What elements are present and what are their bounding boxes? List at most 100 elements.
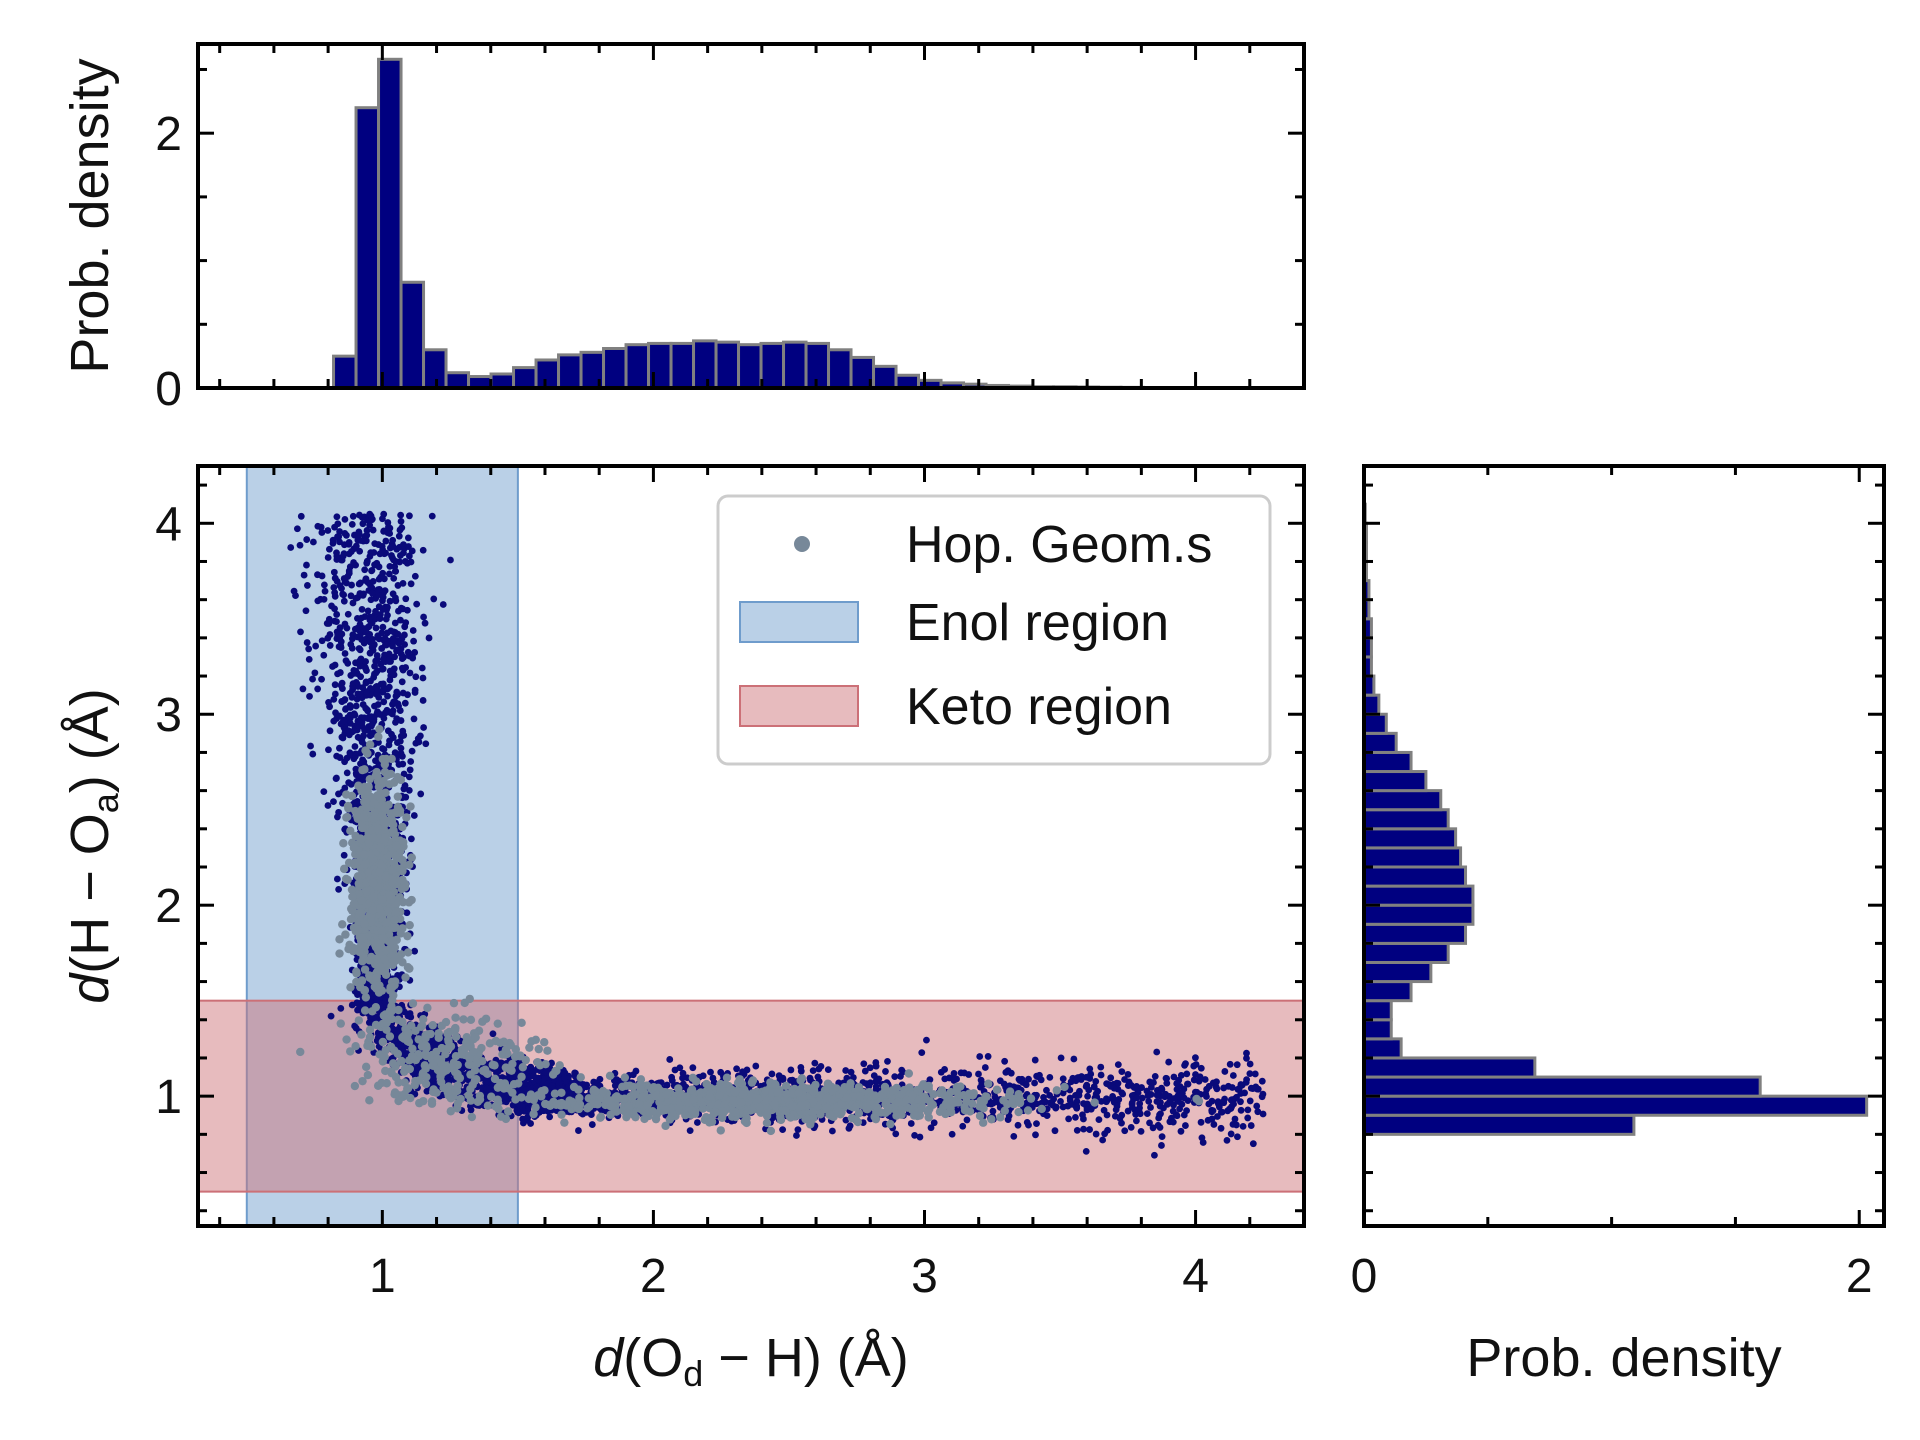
trajectory-point xyxy=(596,1075,604,1083)
trajectory-point xyxy=(371,540,379,548)
trajectory-point xyxy=(356,632,364,640)
trajectory-point xyxy=(1082,1083,1090,1090)
trajectory-point xyxy=(384,519,392,526)
trajectory-point xyxy=(401,557,409,565)
trajectory-point xyxy=(373,997,381,1005)
top-histogram-bar xyxy=(557,353,583,390)
trajectory-point xyxy=(561,1074,568,1082)
trajectory-point xyxy=(1127,1123,1135,1131)
top-histogram-bar xyxy=(444,371,471,390)
trajectory-point xyxy=(408,747,416,755)
trajectory-point xyxy=(403,909,411,917)
trajectory-point xyxy=(1033,1120,1040,1128)
hop-geometry-point xyxy=(381,873,391,882)
hop-geometry-point xyxy=(360,919,369,928)
hop-geometry-point xyxy=(356,908,366,917)
trajectory-point xyxy=(334,813,341,821)
trajectory-point xyxy=(872,1059,880,1066)
trajectory-point xyxy=(976,1053,984,1060)
hop-geometry-point xyxy=(368,905,378,915)
trajectory-point xyxy=(400,541,407,549)
trajectory-point xyxy=(344,610,352,618)
trajectory-point xyxy=(389,536,397,544)
trajectory-point xyxy=(421,619,429,627)
trajectory-point xyxy=(398,664,406,672)
trajectory-point xyxy=(1177,1071,1185,1079)
trajectory-point xyxy=(1249,1140,1257,1148)
trajectory-point xyxy=(1155,1114,1163,1122)
trajectory-point xyxy=(309,538,317,546)
trajectory-point xyxy=(1149,1124,1157,1132)
trajectory-point xyxy=(1204,1116,1212,1124)
trajectory-point xyxy=(361,613,369,620)
trajectory-point xyxy=(948,1130,956,1138)
trajectory-point xyxy=(390,638,398,646)
trajectory-point xyxy=(1237,1098,1244,1106)
trajectory-point xyxy=(394,739,401,746)
trajectory-point xyxy=(324,802,332,809)
trajectory-point xyxy=(348,644,356,652)
hop-geometry-point xyxy=(346,826,355,836)
trajectory-point xyxy=(380,655,387,663)
hop-geometry-point xyxy=(361,993,371,1002)
hop-geometry-point xyxy=(403,948,413,957)
trajectory-point xyxy=(1153,1091,1161,1099)
trajectory-point xyxy=(989,1107,997,1115)
hop-geometry-point xyxy=(339,839,348,848)
trajectory-point xyxy=(394,646,401,654)
hop-geometry-point xyxy=(446,1107,455,1116)
hop-geometry-point xyxy=(353,812,362,821)
trajectory-point xyxy=(413,600,421,608)
trajectory-point xyxy=(362,665,370,673)
top-histogram-bar xyxy=(692,339,718,390)
trajectory-point xyxy=(923,1036,930,1044)
trajectory-point xyxy=(1121,1127,1129,1135)
trajectory-point xyxy=(326,703,333,711)
trajectory-point xyxy=(1232,1121,1240,1129)
hop-geometry-point xyxy=(365,740,375,749)
hop-geometry-point xyxy=(1026,1094,1036,1103)
trajectory-point xyxy=(411,572,419,580)
trajectory-point xyxy=(333,875,341,883)
trajectory-point xyxy=(330,798,337,806)
trajectory-point xyxy=(809,1067,817,1074)
trajectory-point xyxy=(1198,1134,1206,1142)
trajectory-point xyxy=(348,1001,356,1009)
trajectory-point xyxy=(351,711,359,719)
trajectory-point xyxy=(367,596,375,604)
trajectory-point xyxy=(309,750,317,758)
top-histogram-bar xyxy=(759,341,786,390)
hop-geometry-point xyxy=(388,876,398,885)
trajectory-point xyxy=(1173,1080,1181,1087)
trajectory-point xyxy=(779,1126,787,1134)
trajectory-point xyxy=(1221,1068,1229,1075)
trajectory-point xyxy=(1244,1114,1252,1122)
trajectory-point xyxy=(397,732,405,740)
trajectory-point xyxy=(374,591,382,598)
trajectory-point xyxy=(533,1083,541,1091)
trajectory-point xyxy=(320,595,328,603)
trajectory-point xyxy=(1133,1094,1140,1102)
trajectory-point xyxy=(1213,1085,1221,1093)
trajectory-point xyxy=(710,1079,718,1086)
hop-geometry-point xyxy=(389,826,398,835)
hop-geometry-point xyxy=(406,802,415,811)
trajectory-point xyxy=(1156,1124,1164,1131)
trajectory-point xyxy=(428,512,436,520)
trajectory-point xyxy=(936,1097,944,1105)
trajectory-point xyxy=(372,683,380,691)
hop-geometry-point xyxy=(1014,1107,1023,1117)
trajectory-point xyxy=(1086,1126,1094,1133)
trajectory-point xyxy=(787,1076,794,1084)
trajectory-point xyxy=(299,685,307,693)
trajectory-point xyxy=(343,769,351,777)
trajectory-point xyxy=(389,543,397,550)
trajectory-point xyxy=(309,675,316,683)
trajectory-point xyxy=(1146,1119,1153,1127)
hop-geometry-point xyxy=(362,887,372,896)
trajectory-point xyxy=(1072,1077,1080,1085)
trajectory-point xyxy=(1004,1116,1012,1124)
hop-geometry-point xyxy=(529,1109,538,1119)
trajectory-point xyxy=(1046,1073,1054,1081)
trajectory-point xyxy=(329,536,337,544)
